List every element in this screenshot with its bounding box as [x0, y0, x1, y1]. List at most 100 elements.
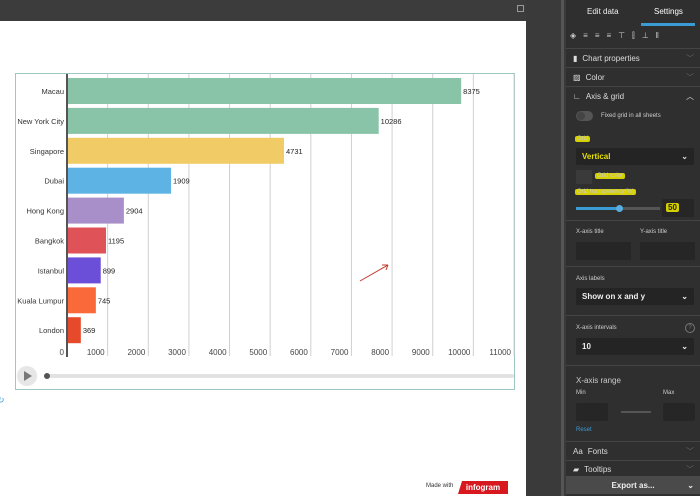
section-label: Fonts [587, 446, 608, 456]
section-fonts[interactable]: Aa Fonts ﹀ [566, 442, 700, 460]
min-label: Min [576, 390, 586, 396]
align-left-icon[interactable]: ≡ [583, 31, 588, 40]
help-icon[interactable]: ? [685, 323, 695, 333]
settings-panel: Edit data Settings ◈ ≡ ≡ ≡ ⊤ ⫿ ⊥ ‖ ▮ Chart prope… [566, 0, 700, 496]
y-axis-title-input[interactable] [640, 242, 695, 260]
axis-labels-label: Axis labels [576, 276, 605, 282]
x-tick-label: 3000 [168, 348, 186, 357]
export-label: Export as... [611, 480, 655, 490]
bar [67, 287, 96, 314]
grid-transparency-label: Grid transparency(%) [575, 189, 637, 195]
top-bar [0, 0, 526, 21]
tab-edit-data[interactable]: Edit data [587, 7, 619, 16]
timeline-handle[interactable] [44, 373, 50, 379]
export-button[interactable]: Export as... ⌄ [566, 476, 700, 494]
x-axis-title-input[interactable] [576, 242, 631, 260]
duplicate-icon[interactable] [517, 5, 524, 12]
align-middle-icon[interactable]: ⫿ [632, 31, 635, 40]
chevron-down-icon: ⌄ [681, 342, 688, 351]
x-tick-label: 9000 [412, 348, 430, 357]
chevron-down-icon: ⌄ [681, 292, 688, 301]
grid-value: Vertical [582, 152, 611, 161]
align-center-icon[interactable]: ≡ [594, 31, 600, 40]
y-axis-title-label: Y-axis title [640, 229, 668, 235]
section-label: Axis & grid [585, 91, 625, 101]
infogram-logo[interactable]: infogram [458, 481, 508, 494]
x-axis-range-label: X-axis range [576, 376, 621, 385]
chevron-down-icon: ﹀ [686, 72, 694, 82]
chevron-up-icon: ︿ [686, 91, 694, 101]
section-label: Chart properties [582, 53, 640, 63]
timeline-track[interactable] [44, 374, 514, 378]
category-label: London [39, 326, 64, 335]
grid-select[interactable]: Vertical ⌄ [576, 148, 694, 165]
data-label: 369 [83, 326, 96, 335]
alignment-toolbar: ◈ ≡ ≡ ≡ ⊤ ⫿ ⊥ ‖ [570, 31, 700, 45]
x-axis-intervals-select[interactable]: 10 ⌄ [576, 338, 694, 355]
arrow-head-icon [382, 264, 389, 271]
footer-made-with: Made with [426, 483, 454, 489]
annotation-arrow [359, 264, 389, 282]
category-label: Singapore [30, 147, 64, 156]
bar [67, 107, 379, 134]
data-label: 1195 [108, 237, 124, 246]
align-right-icon[interactable]: ≡ [606, 31, 612, 40]
section-label: Tooltips [584, 464, 612, 474]
align-bottom-icon[interactable]: ⊥ [641, 31, 649, 40]
transparency-input[interactable]: 50 [662, 199, 694, 217]
bar [67, 257, 101, 284]
bar [67, 227, 107, 254]
data-label: 2904 [126, 207, 143, 216]
chevron-down-icon: ⌄ [681, 152, 688, 161]
distribute-icon[interactable]: ‖ [655, 31, 659, 40]
speech-bubble-icon: ▰ [573, 464, 580, 474]
section-color[interactable]: ▨ Color ﹀ [566, 68, 700, 86]
chevron-down-icon: ⌄ [687, 480, 694, 490]
category-label: Istanbul [38, 266, 65, 275]
grid-color-swatch[interactable] [576, 170, 592, 184]
chevron-down-icon: ﹀ [686, 464, 694, 474]
layers-icon[interactable]: ◈ [570, 31, 577, 40]
grid-label: Grid [575, 136, 591, 142]
scrollbar[interactable] [561, 0, 564, 496]
category-label: Macau [41, 87, 64, 96]
bar [67, 137, 284, 164]
max-label: Max [663, 390, 675, 396]
align-top-icon[interactable]: ⊤ [618, 31, 626, 40]
x-tick-label: 11000 [489, 348, 511, 357]
x-tick-label: 7000 [331, 348, 349, 357]
data-label: 10286 [381, 117, 402, 126]
chevron-down-icon: ﹀ [686, 53, 694, 63]
x-axis-intervals-label: X-axis intervals [576, 325, 617, 331]
data-label: 745 [98, 296, 111, 305]
category-label: Dubai [44, 177, 64, 186]
section-chart-properties[interactable]: ▮ Chart properties ﹀ [566, 49, 700, 67]
section-tooltips[interactable]: ▰ Tooltips ﹀ [566, 460, 700, 478]
x-axis-min-input[interactable] [576, 403, 608, 421]
chevron-down-icon: ﹀ [686, 446, 694, 456]
x-tick-label: 8000 [371, 348, 389, 357]
paint-icon: ▨ [573, 72, 581, 82]
tab-settings[interactable]: Settings [654, 7, 683, 16]
x-axis-intervals-value: 10 [582, 342, 591, 351]
refresh-icon[interactable]: ↻ [0, 395, 5, 405]
x-tick-label: 5000 [249, 348, 267, 357]
axis-icon: ∟ [573, 91, 581, 101]
section-axis-grid[interactable]: ∟ Axis & grid ︿ [566, 87, 700, 105]
x-tick-label: 6000 [290, 348, 308, 357]
transparency-value: 50 [666, 203, 679, 212]
x-tick-label: 1000 [87, 348, 105, 357]
x-axis-max-input[interactable] [663, 403, 695, 421]
grid-color-label: Grid color [595, 173, 626, 179]
x-tick-label: 0 [60, 348, 65, 357]
category-label: Kuala Lumpur [17, 296, 64, 305]
axis-labels-select[interactable]: Show on x and y ⌄ [576, 288, 694, 305]
section-label: Color [585, 72, 605, 82]
transparency-slider[interactable] [576, 205, 660, 212]
category-label: New York City [17, 117, 64, 126]
reset-link[interactable]: Reset [576, 427, 592, 433]
bar [67, 197, 124, 224]
fixed-grid-toggle[interactable] [576, 111, 593, 121]
category-label: Hong Kong [26, 207, 64, 216]
data-label: 1909 [173, 177, 190, 186]
